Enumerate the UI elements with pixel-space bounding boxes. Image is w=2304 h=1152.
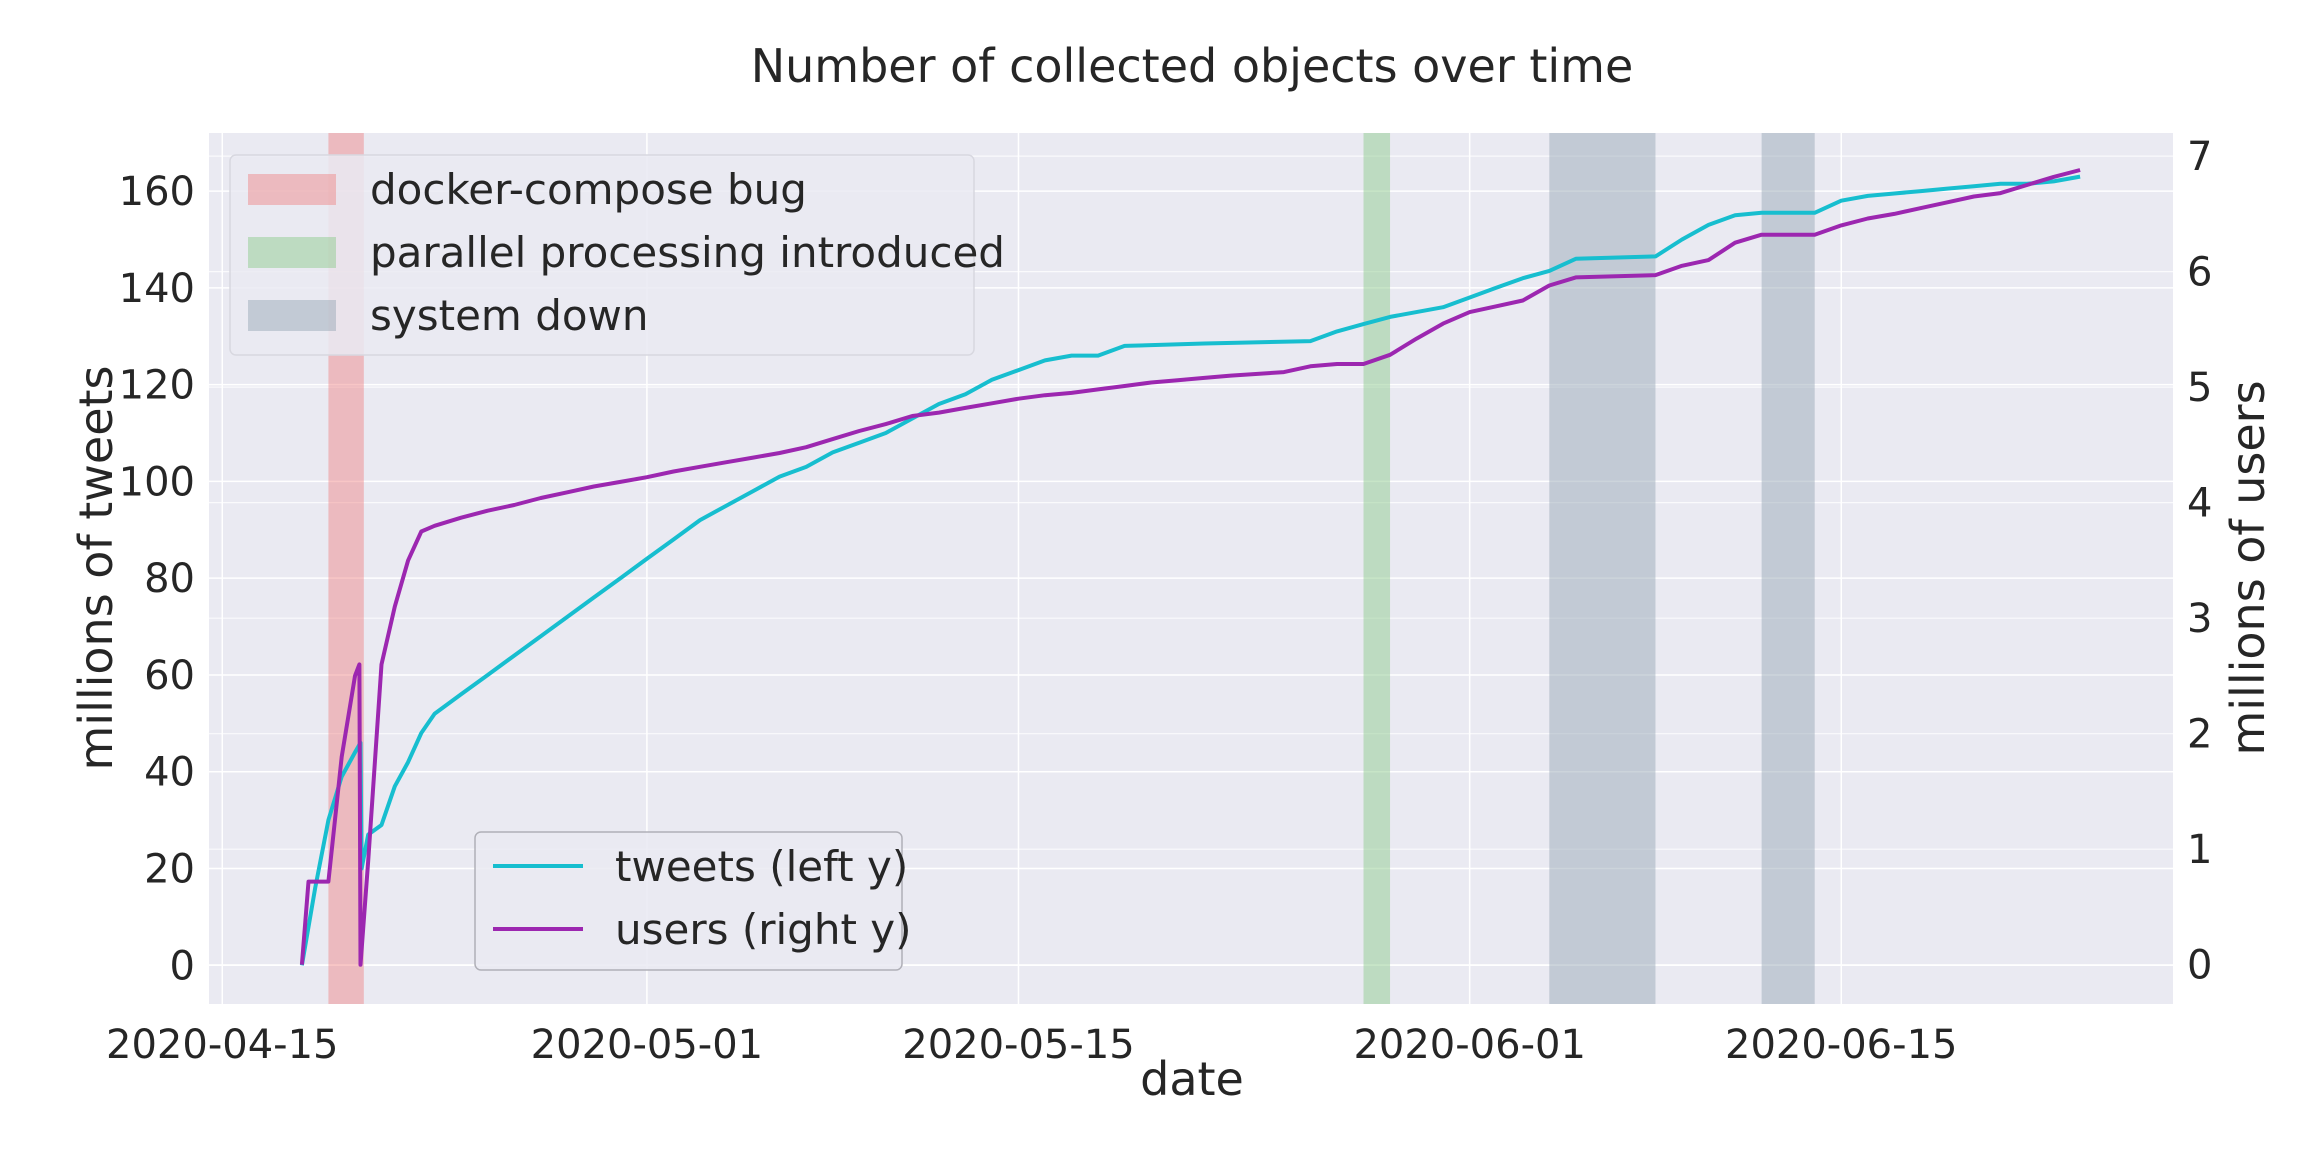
x-tick-label: 2020-04-15 (106, 1022, 338, 1068)
x-tick-label: 2020-06-01 (1353, 1022, 1585, 1068)
series-lines (299, 168, 2081, 967)
x-tick-label: 2020-05-15 (902, 1022, 1134, 1068)
right-y-tick-label: 5 (2187, 365, 2212, 411)
right-y-tick-label: 4 (2187, 481, 2212, 527)
right-y-tick-label: 2 (2187, 712, 2212, 758)
left-y-ticks: 0 20 40 60 80 100 120 140 160 (119, 169, 195, 989)
series-legend-label: users (right y) (615, 905, 912, 954)
left-y-tick-label: 0 (170, 943, 195, 989)
left-y-tick-label: 80 (144, 556, 195, 602)
x-axis-label: date (1140, 1052, 1244, 1106)
left-y-tick-label: 120 (119, 363, 195, 409)
series-legend: tweets (left y) users (right y) (474, 831, 912, 971)
span-legend-swatch (248, 300, 336, 331)
span-legend-label: parallel processing introduced (370, 228, 1005, 277)
left-y-tick-label: 140 (119, 266, 195, 312)
series-line (299, 174, 2081, 966)
span-legend-swatch (248, 237, 336, 268)
right-y-tick-label: 3 (2187, 596, 2212, 642)
right-y-tick-label: 6 (2187, 250, 2212, 296)
right-y-tick-label: 7 (2187, 134, 2212, 180)
left-y-axis-label: millions of tweets (69, 365, 123, 770)
span-rect (1363, 133, 1391, 1004)
left-y-tick-label: 40 (144, 750, 195, 796)
span-legend-label: system down (370, 291, 649, 340)
x-tick-label: 2020-06-15 (1725, 1022, 1957, 1068)
series-legend-label: tweets (left y) (615, 842, 908, 891)
chart-title: Number of collected objects over time (751, 39, 1634, 93)
span-legend-label: docker-compose bug (370, 165, 807, 214)
span-legend: docker-compose bug parallel processing in… (229, 154, 1005, 356)
series-line (299, 168, 2081, 967)
right-y-axis-label: millions of users (2221, 380, 2275, 755)
span-legend-swatch (248, 174, 336, 205)
left-y-tick-label: 20 (144, 847, 195, 893)
right-y-tick-label: 1 (2187, 827, 2212, 873)
right-y-ticks: 0 1 2 3 4 5 6 7 (2187, 134, 2212, 989)
left-y-tick-label: 100 (119, 459, 195, 505)
x-tick-label: 2020-05-01 (531, 1022, 763, 1068)
left-y-tick-label: 60 (144, 653, 195, 699)
x-ticks: 2020-04-15 2020-05-01 2020-05-15 2020-06-01… (106, 1022, 1957, 1068)
span-legend-frame (229, 154, 975, 356)
right-y-tick-label: 0 (2187, 943, 2212, 989)
left-y-tick-label: 160 (119, 169, 195, 215)
span-rect (1761, 133, 1815, 1004)
